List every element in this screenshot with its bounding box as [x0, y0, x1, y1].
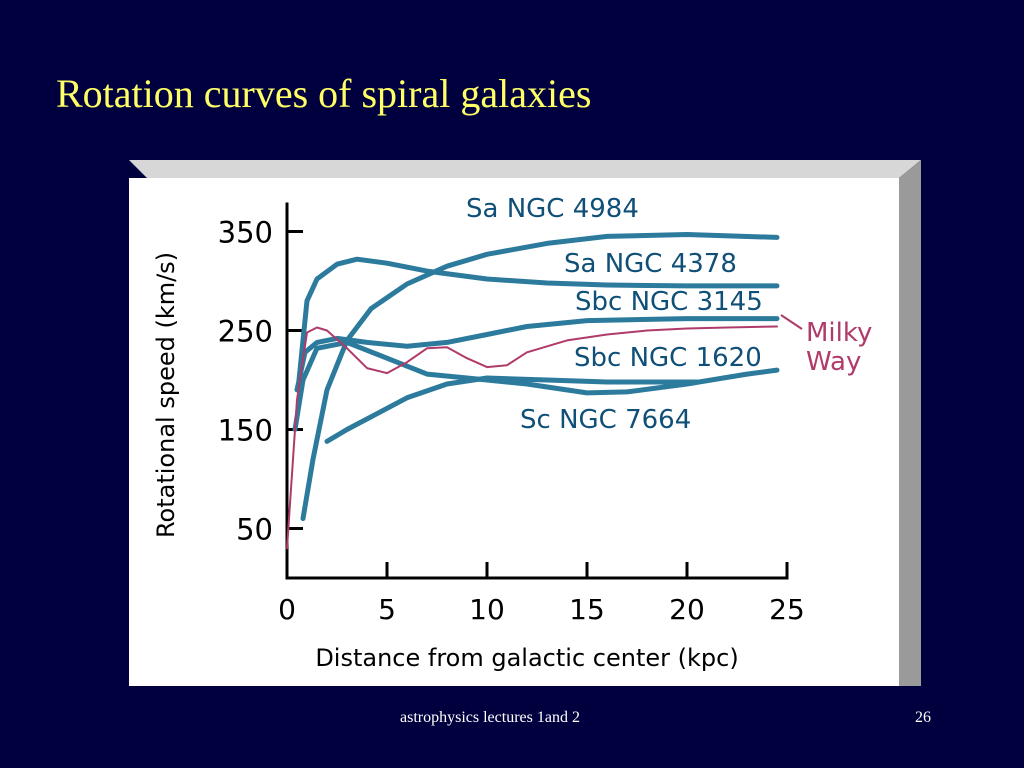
slide-title: Rotation curves of spiral galaxies	[56, 71, 592, 116]
milky-way-label-line-2: Way	[806, 347, 861, 377]
x-axis-label: Distance from galactic center (kpc)	[315, 644, 738, 672]
series-label-sbc-ngc-3145: Sbc NGC 3145	[575, 287, 763, 317]
series-label-sbc-ngc-1620: Sbc NGC 1620	[574, 343, 762, 373]
rotation-curve-chart-frame: 0 5 10 15 20 25 50 150 250 350 Sa NGC 4984 Sa NGC …	[129, 160, 921, 686]
series-label-sa-ngc-4984: Sa NGC 4984	[466, 194, 639, 224]
series-line-milky-way	[286, 325, 778, 550]
series-line-sbc-ngc-3145	[294, 316, 780, 393]
y-tick-label: 350	[218, 216, 273, 250]
page-number: 26	[915, 709, 931, 726]
axes: 0 5 10 15 20 25 50 150 250 350	[218, 202, 805, 626]
y-tick-label: 250	[218, 315, 273, 349]
y-tick-label: 150	[218, 414, 273, 448]
x-tick-label: 25	[769, 593, 805, 626]
series-labels: Sa NGC 4984 Sa NGC 4378 Sbc NGC 3145 Sbc NG…	[466, 194, 872, 435]
series-label-sa-ngc-4378: Sa NGC 4378	[564, 249, 737, 279]
x-tick-label: 20	[669, 593, 705, 626]
milky-way-label-leader	[780, 314, 803, 330]
series-line-sc-ngc-7664	[324, 375, 700, 444]
series-line-sa-ngc-4378	[296, 256, 780, 383]
milky-way-label-line-1: Milky	[806, 318, 872, 348]
series-line-sa-ngc-4984	[300, 232, 780, 522]
x-tick-label: 5	[378, 593, 396, 626]
x-tick-label: 15	[569, 593, 605, 626]
series-lines	[286, 232, 780, 550]
y-axis-label: Rotational speed (km/s)	[152, 252, 180, 538]
chart-white-panel	[129, 178, 899, 686]
x-tick-label: 10	[469, 593, 505, 626]
footer-text: astrophysics lectures 1and 2	[400, 709, 580, 726]
chart-frame-shadow	[129, 160, 921, 178]
x-tick-label: 0	[278, 593, 296, 626]
series-label-sc-ngc-7664: Sc NGC 7664	[520, 405, 691, 435]
y-tick-label: 50	[236, 513, 273, 547]
chart-frame-right-bevel	[899, 160, 921, 686]
series-label-milky-way: Milky Way	[806, 318, 872, 377]
